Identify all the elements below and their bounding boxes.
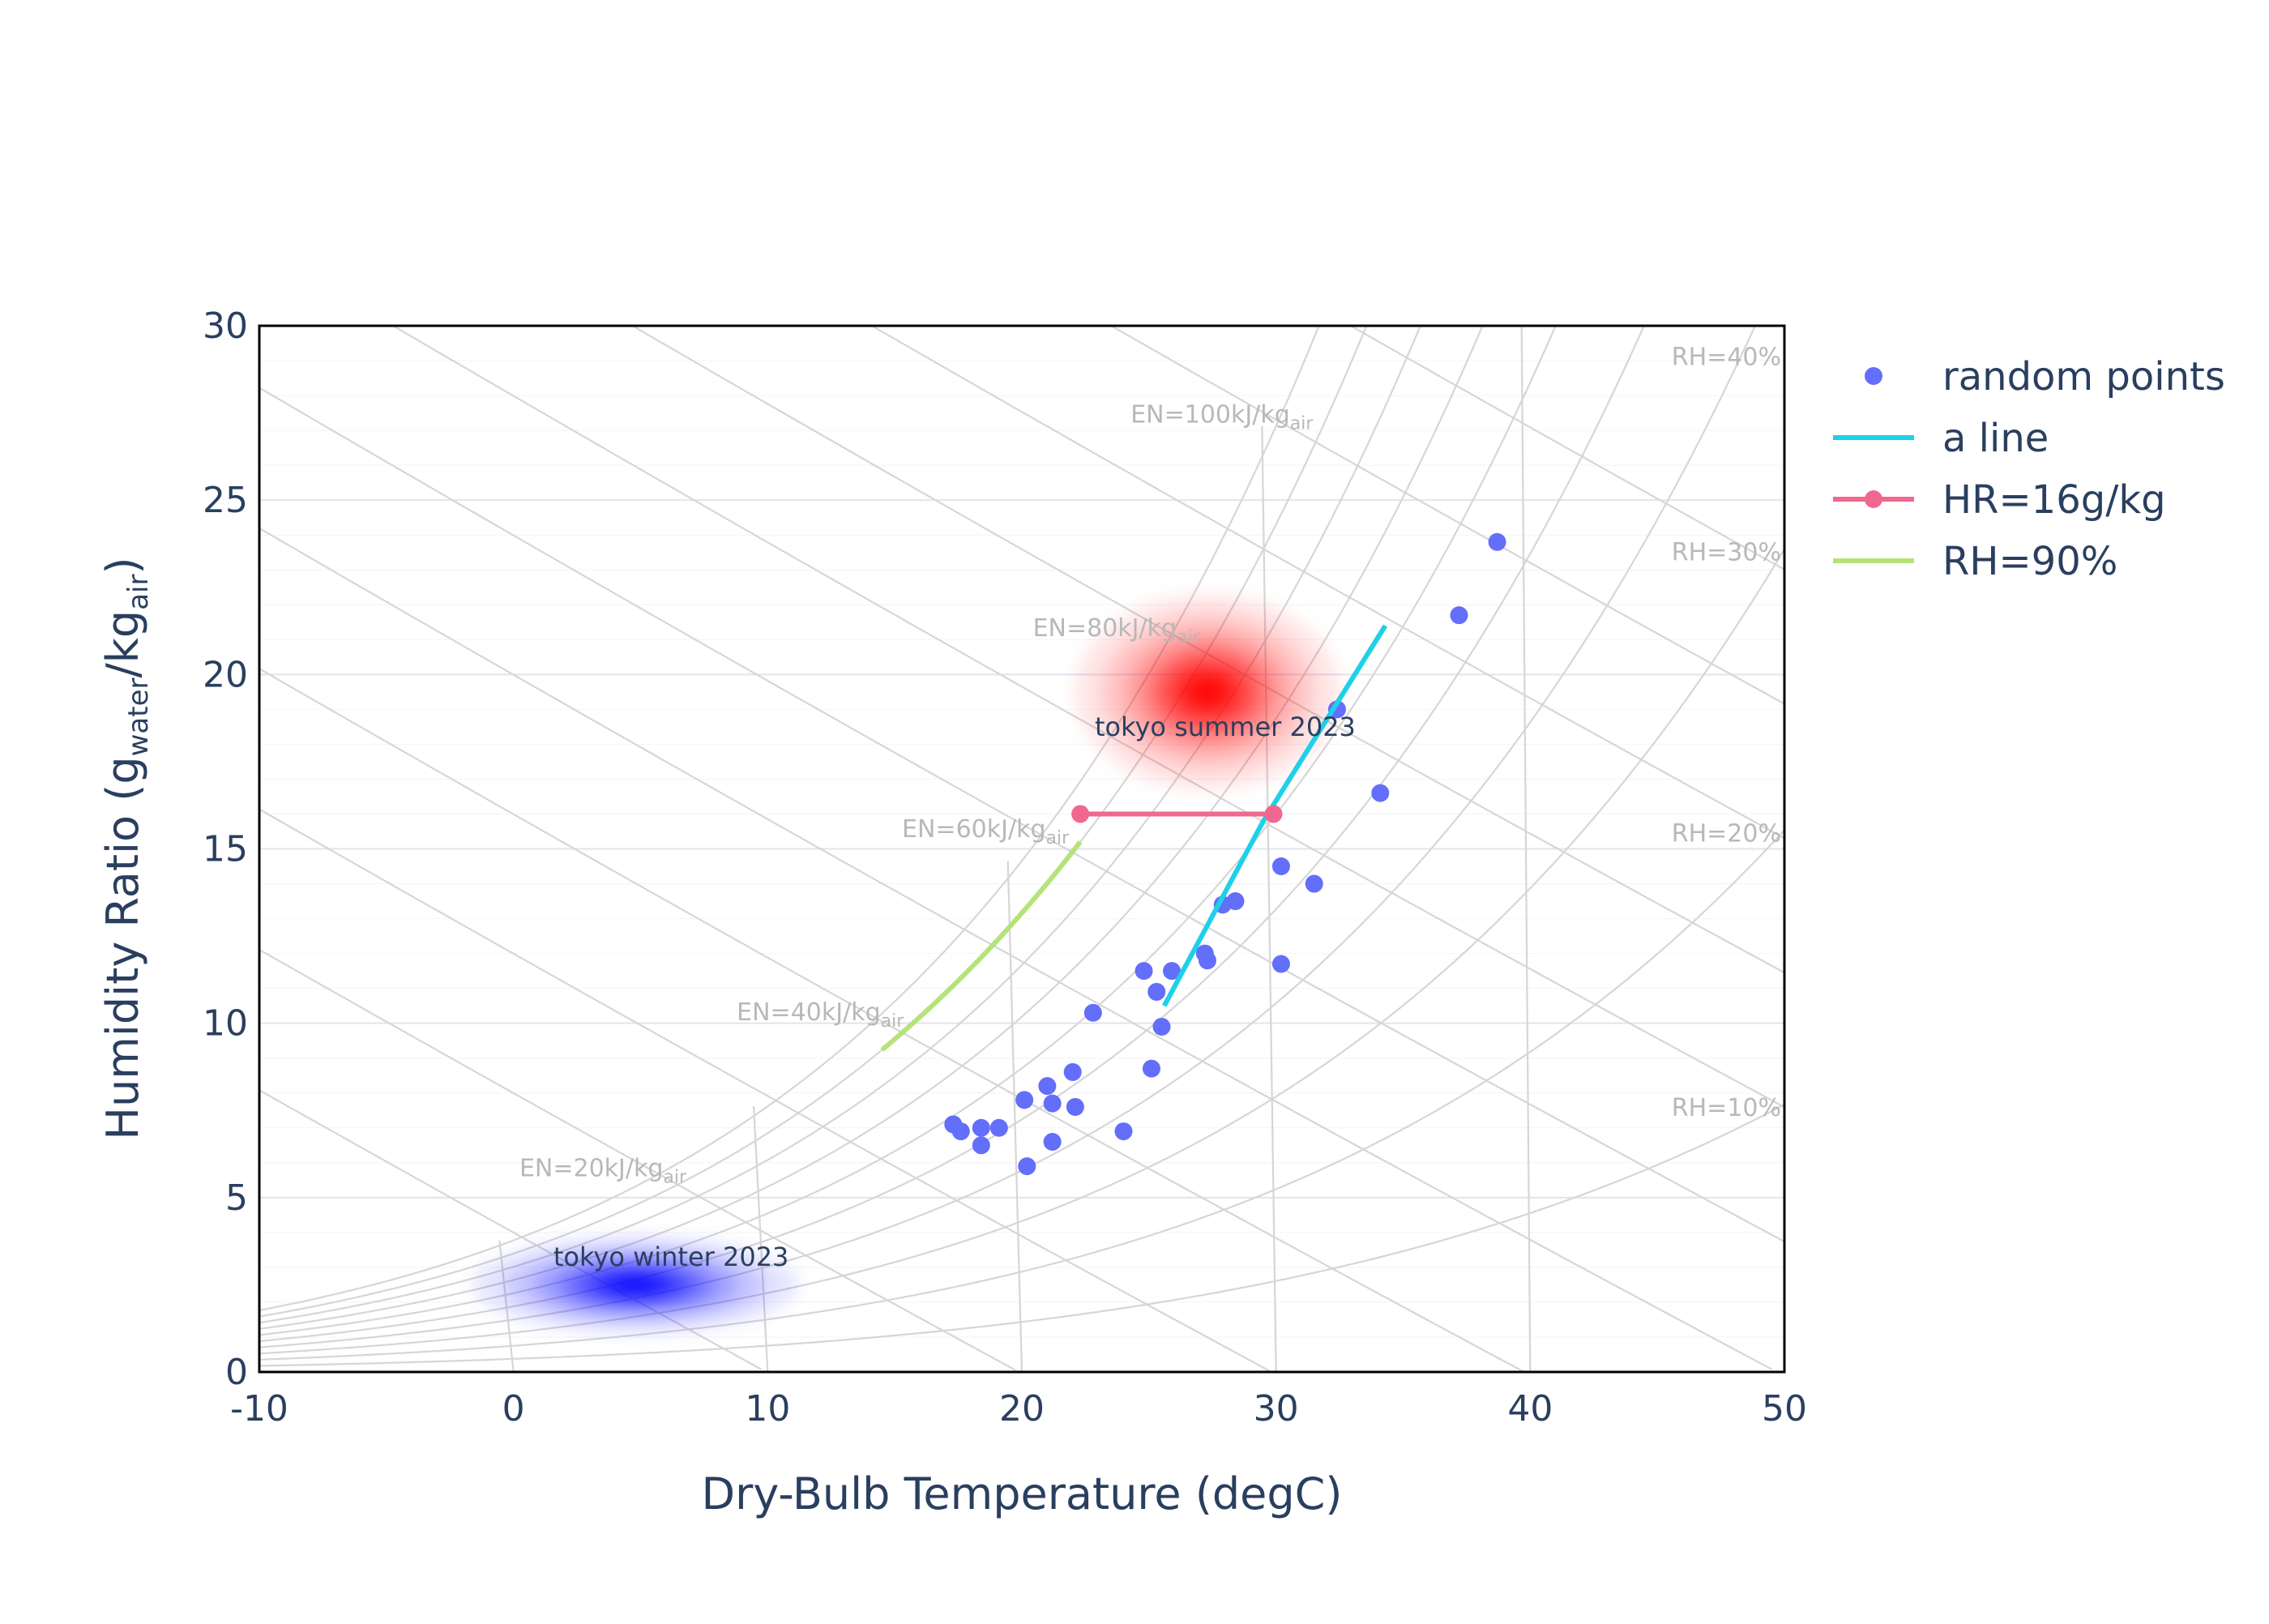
rh-curve xyxy=(259,1103,1784,1367)
enthalpy-line xyxy=(259,948,1016,1371)
x-tick-label: 30 xyxy=(1254,1388,1299,1430)
y-tick-label: 15 xyxy=(203,829,248,870)
enthalpy-label: EN=100kJ/kgair xyxy=(1130,401,1314,434)
y-tick-label: 25 xyxy=(203,480,248,521)
scatter-point xyxy=(1066,1097,1084,1116)
scatter-point xyxy=(1083,1003,1102,1022)
rh-curve-label: RH=40% xyxy=(1672,343,1781,371)
scatter-point xyxy=(972,1136,990,1155)
scatter-point xyxy=(1134,962,1153,981)
x-tick-label: 50 xyxy=(1762,1388,1807,1430)
x-tick-label: 20 xyxy=(999,1388,1045,1430)
rh-curve-label: RH=30% xyxy=(1672,539,1781,567)
legend-label: a line xyxy=(1942,416,2049,461)
scatter-point xyxy=(1450,606,1468,625)
density-region xyxy=(1075,594,1340,790)
scatter-point xyxy=(1163,962,1182,981)
region-label: tokyo winter 2023 xyxy=(553,1242,789,1272)
scatter-point xyxy=(1371,784,1390,802)
enthalpy-line xyxy=(391,326,1784,1109)
scatter-point xyxy=(1043,1094,1062,1113)
enthalpy-line xyxy=(259,387,1784,1243)
scatter-point xyxy=(951,1122,970,1141)
series-line-rh90 xyxy=(880,840,1083,1052)
rh-curve xyxy=(259,548,1784,1355)
x-tick-label: 0 xyxy=(502,1388,525,1430)
x-axis-title: Dry-Bulb Temperature (degC) xyxy=(702,1468,1343,1519)
wet-bulb-line xyxy=(1006,861,1023,1372)
scatter-point xyxy=(1147,982,1166,1001)
region-label: tokyo summer 2023 xyxy=(1095,712,1356,742)
enthalpy-line xyxy=(259,527,1772,1370)
scatter-point xyxy=(1015,1091,1034,1109)
y-tick-label: 0 xyxy=(225,1352,248,1393)
enthalpy-label: EN=60kJ/kgair xyxy=(902,815,1070,848)
enthalpy-label: EN=20kJ/kgair xyxy=(519,1154,687,1187)
legend-label: random points xyxy=(1942,354,2225,400)
series-line-a-line xyxy=(1162,624,1388,1007)
legend-label: HR=16g/kg xyxy=(1942,477,2166,523)
y-tick-label: 5 xyxy=(225,1177,248,1219)
rh-curve xyxy=(259,326,1320,1312)
rh-curve-label: RH=20% xyxy=(1672,819,1781,848)
enthalpy-line xyxy=(630,326,1784,974)
y-tick-label: 10 xyxy=(203,1003,248,1045)
scatter-point xyxy=(1142,1059,1160,1078)
density-contour xyxy=(1190,679,1224,704)
series-marker-hr xyxy=(1071,805,1090,823)
rh-curve-label: RH=10% xyxy=(1672,1094,1781,1122)
scatter-point xyxy=(1226,892,1245,911)
y-tick-label: 20 xyxy=(203,654,248,695)
scatter-point xyxy=(1198,951,1216,970)
scatter-point xyxy=(989,1118,1008,1137)
scatter-point xyxy=(1063,1062,1082,1081)
scatter-point xyxy=(1018,1157,1036,1176)
legend: random points a line HR=16g/kg RH=90% xyxy=(1833,354,2225,584)
wet-bulb-line xyxy=(1520,326,1532,1372)
wet-bulb-line xyxy=(753,1106,769,1372)
scatter-point xyxy=(1271,955,1290,973)
enthalpy-label: EN=80kJ/kgair xyxy=(1033,614,1201,647)
series-marker-hr xyxy=(1264,805,1283,823)
x-tick-label: -10 xyxy=(230,1388,288,1430)
density-regions xyxy=(472,594,1340,1334)
enthalpy-line xyxy=(259,808,1271,1372)
enthalpy-line xyxy=(1109,326,1784,705)
enthalpy-label: EN=40kJ/kgair xyxy=(737,998,904,1032)
legend-marker xyxy=(1865,490,1882,508)
enthalpy-line xyxy=(870,326,1784,840)
legend-marker xyxy=(1865,367,1882,385)
wet-bulb-line xyxy=(1261,425,1277,1372)
y-tick-label: 30 xyxy=(203,306,248,347)
density-region xyxy=(472,1236,798,1334)
scatter-point xyxy=(1152,1017,1171,1036)
rh-curve xyxy=(259,829,1784,1361)
scatter-point xyxy=(1038,1077,1057,1096)
data-series xyxy=(880,532,1506,1176)
enthalpy-line xyxy=(259,668,1525,1372)
scatter-point xyxy=(1271,857,1290,876)
scatter-point xyxy=(972,1118,990,1137)
enthalpy-line xyxy=(1348,326,1784,571)
legend-label: RH=90% xyxy=(1942,539,2117,584)
scatter-point xyxy=(1305,874,1323,893)
scatter-point xyxy=(1043,1132,1062,1151)
scatter-point xyxy=(1114,1122,1133,1141)
scatter-point xyxy=(1488,532,1506,551)
curve-labels: RH=40% RH=30% RH=20% RH=10% EN=20kJ/kgair EN=… xyxy=(519,343,1781,1272)
plot-frame xyxy=(258,324,1786,1374)
y-axis-title: Humidity Ratio (gwater/kgair) xyxy=(97,557,155,1139)
x-tick-label: 40 xyxy=(1507,1388,1553,1430)
x-tick-label: 10 xyxy=(745,1388,790,1430)
density-contour xyxy=(615,1278,656,1291)
